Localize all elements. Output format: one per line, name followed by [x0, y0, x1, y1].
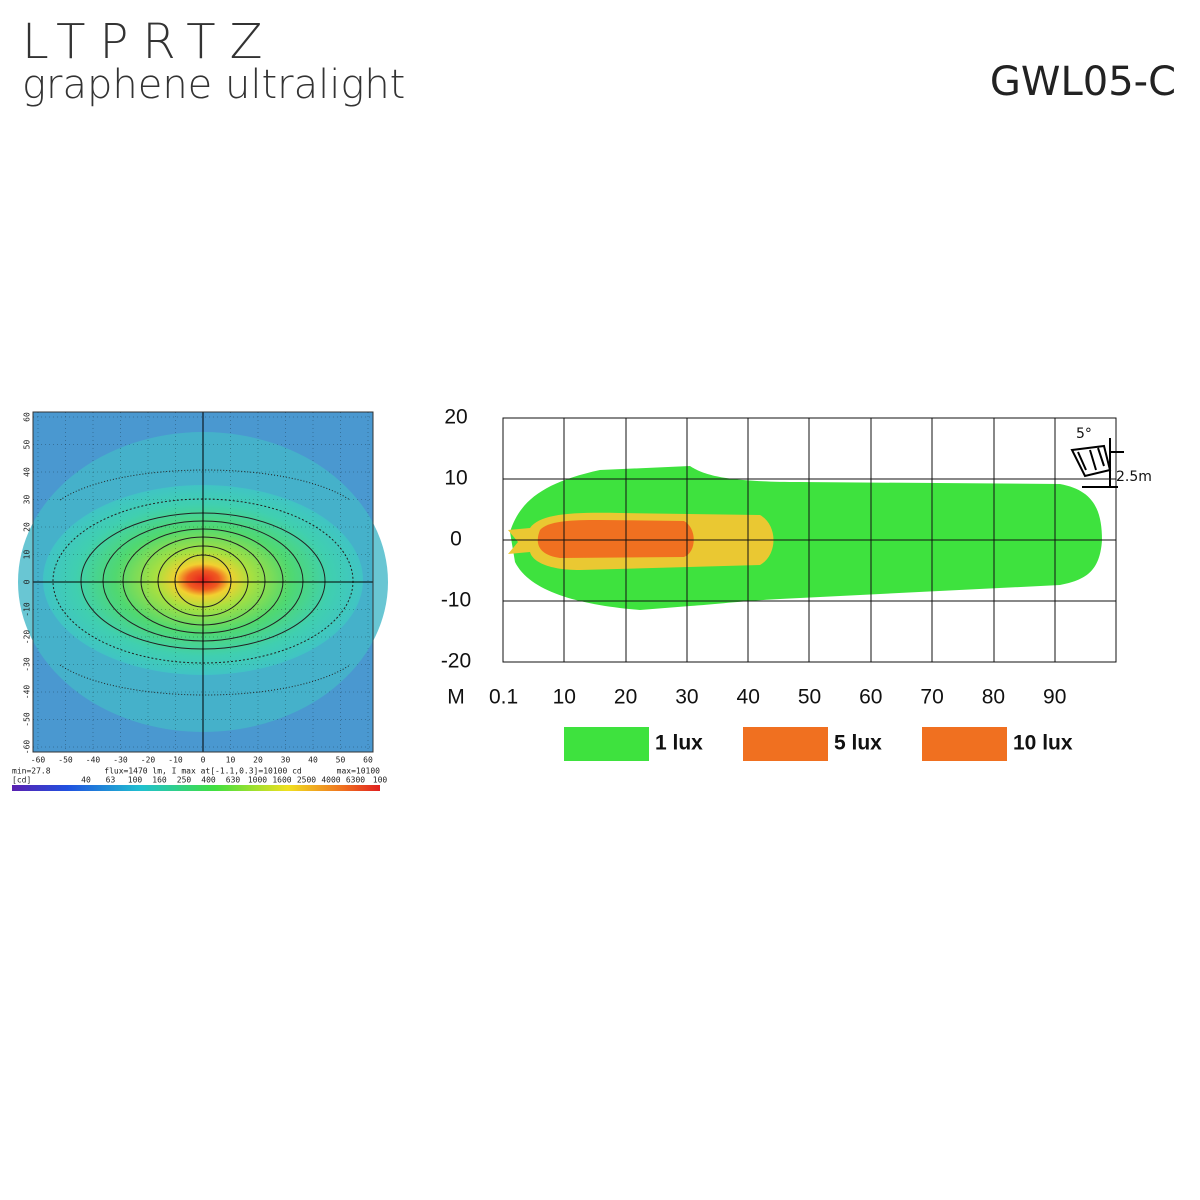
x-tick-label: 30: [281, 756, 291, 765]
scale-label: 4000: [321, 776, 340, 785]
legend-swatch: [922, 727, 1007, 761]
height-label: 2.5m: [1116, 469, 1152, 485]
scale-label: 1600: [272, 776, 291, 785]
candela-plot: min=27.8 flux=1470 lm, I max at[-1.1,0.3…: [12, 411, 388, 791]
scale-label: 160: [152, 776, 167, 785]
y-tick-label: -30: [23, 657, 32, 672]
x-tick-label: 20: [253, 756, 263, 765]
max-label: max=10100: [337, 767, 381, 776]
x-tick-label: 50: [336, 756, 346, 765]
min-label: min=27.8: [12, 767, 51, 776]
logo: LTPRTZ: [22, 14, 276, 70]
y-tick-label: 10: [444, 467, 467, 490]
y-tick-label: 60: [23, 412, 32, 422]
color-bar: [12, 785, 380, 791]
y-tick-label: 0: [450, 528, 462, 551]
y-tick-label: -50: [23, 712, 32, 727]
x-unit: M: [447, 686, 465, 709]
mount-icon: [1070, 438, 1124, 488]
x-tick-label: -60: [31, 756, 46, 765]
scale-label: 400: [201, 776, 216, 785]
x-tick-label: 30: [675, 686, 698, 709]
isolux-diagram: 5° 2.5m M: [447, 417, 1152, 709]
model: GWL05-C: [990, 59, 1176, 105]
x-tick-label: -30: [113, 756, 128, 765]
scale-label: 2500: [297, 776, 316, 785]
legend-label: 5 lux: [834, 732, 882, 755]
y-tick-label: 10: [23, 550, 32, 560]
x-tick-label: 90: [1043, 686, 1066, 709]
plot-frame: [32, 411, 374, 753]
zone-10-lux: [537, 520, 694, 558]
x-tick-label: -10: [168, 756, 183, 765]
x-tick-label: 50: [798, 686, 821, 709]
y-tick-label: 0: [23, 579, 32, 584]
angle-label: 5°: [1076, 426, 1092, 442]
scale-label: 100: [373, 776, 388, 785]
y-tick-label: -20: [23, 630, 32, 645]
y-tick-label: -10: [441, 589, 471, 612]
scale-label: 250: [177, 776, 192, 785]
legend-label: 10 lux: [1013, 732, 1073, 755]
scale-label: 630: [226, 776, 241, 785]
y-tick-label: 30: [23, 495, 32, 505]
x-tick-label: 80: [982, 686, 1005, 709]
x-tick-label: 60: [363, 756, 373, 765]
scale-unit: [cd]: [12, 776, 31, 785]
x-tick-label: 40: [308, 756, 318, 765]
zone-1-lux: [510, 466, 1102, 610]
scale-label: 63: [106, 776, 116, 785]
x-tick-label: 60: [859, 686, 882, 709]
legend-swatch: [743, 727, 828, 761]
x-tick-label: 20: [614, 686, 637, 709]
x-tick-label: 40: [737, 686, 760, 709]
x-tick-label: -50: [58, 756, 73, 765]
legend-swatch: [564, 727, 649, 761]
x-tick-label: 10: [553, 686, 576, 709]
x-tick-label: 0.1: [489, 686, 518, 709]
tagline: graphene ultralight: [22, 62, 405, 108]
legend-label: 1 lux: [655, 732, 703, 755]
x-tick-label: 0: [201, 756, 206, 765]
y-tick-label: 20: [23, 522, 32, 532]
x-tick-label: 10: [226, 756, 236, 765]
y-tick-label: -10: [23, 602, 32, 617]
flux-label: flux=1470 lm, I max at[-1.1,0.3]=10100 c…: [104, 767, 302, 776]
x-tick-label: 70: [920, 686, 943, 709]
y-tick-label: -40: [23, 685, 32, 700]
y-tick-label: 50: [23, 440, 32, 450]
y-tick-label: 40: [23, 467, 32, 477]
y-tick-label: -20: [441, 650, 471, 673]
y-tick-label: -60: [23, 740, 32, 755]
x-tick-label: -20: [141, 756, 156, 765]
scale-label: 6300: [346, 776, 365, 785]
scale-label: 40: [81, 776, 91, 785]
scale-label: 1000: [248, 776, 267, 785]
y-tick-label: 20: [444, 406, 467, 429]
scale-label: 100: [128, 776, 143, 785]
x-tick-label: -40: [86, 756, 101, 765]
